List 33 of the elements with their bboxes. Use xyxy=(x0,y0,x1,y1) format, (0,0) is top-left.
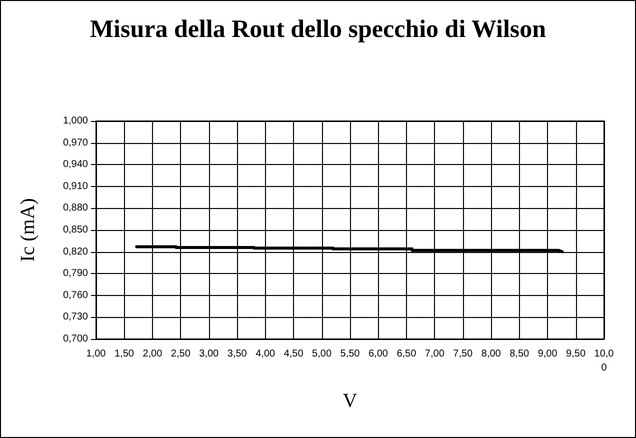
y-tick-label: 0,970 xyxy=(62,137,88,148)
y-axis-title: Ic (mA) xyxy=(17,198,39,262)
x-tick-label: 9,00 xyxy=(538,348,558,360)
x-tick-label: 7,00 xyxy=(424,348,445,360)
x-tick-label: 6,50 xyxy=(396,348,417,360)
y-tick-label: 0,850 xyxy=(62,224,88,236)
x-tick-label: 2,50 xyxy=(170,348,191,360)
x-tick-label: 1,50 xyxy=(114,348,134,360)
x-tick-label: 10,00 xyxy=(594,348,614,374)
chart-title: Misura della Rout dello specchio di Wilson xyxy=(88,15,548,45)
y-tick-label: 0,940 xyxy=(62,159,88,170)
x-axis-title: V xyxy=(342,390,358,412)
y-tick-label: 0,760 xyxy=(62,290,88,301)
x-tick-label: 4,00 xyxy=(256,348,276,360)
x-tick-label: 3,50 xyxy=(227,348,248,360)
x-tick-label: 8,50 xyxy=(510,348,530,360)
x-tick-label: 1,00 xyxy=(86,348,106,360)
x-tick-label: 9,50 xyxy=(566,348,586,360)
x-tick-label: 3,00 xyxy=(199,348,220,360)
y-tick-label: 0,790 xyxy=(62,268,88,280)
y-tick-label: 0,910 xyxy=(62,180,88,192)
x-tick-label: 8,00 xyxy=(481,348,502,360)
y-tick-label: 0,880 xyxy=(62,202,88,214)
x-tick-label: 5,50 xyxy=(340,348,360,360)
y-tick-label: 1,000 xyxy=(62,116,88,126)
y-tick-label: 0,700 xyxy=(62,334,88,344)
x-tick-label: 4,50 xyxy=(284,348,304,360)
x-tick-label: 7,50 xyxy=(453,348,474,360)
y-tick-label: 0,820 xyxy=(62,246,88,258)
y-tick-label: 0,730 xyxy=(62,312,88,323)
x-tick-label: 5,00 xyxy=(312,348,332,360)
x-tick-label: 6,00 xyxy=(368,348,388,360)
x-tick-label: 2,00 xyxy=(142,348,163,360)
